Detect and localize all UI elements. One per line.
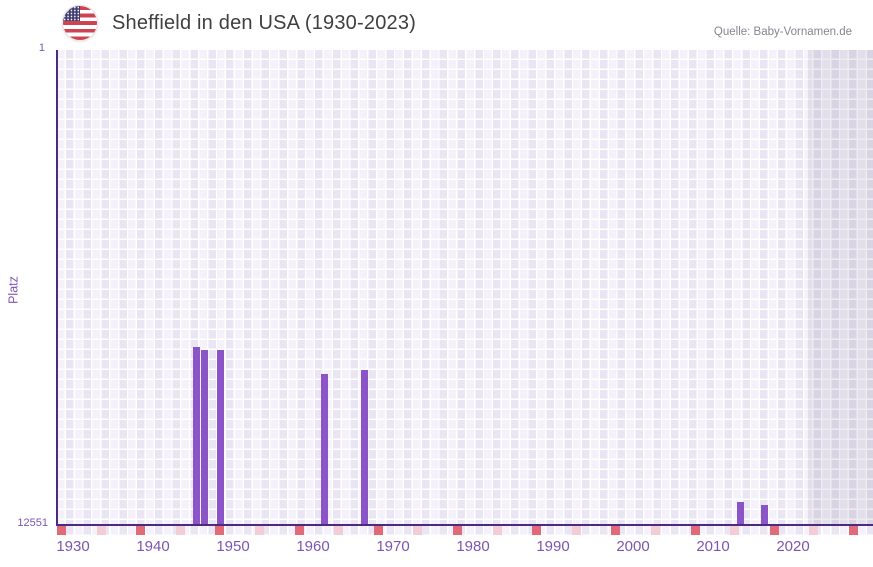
- axis-tick-mark: [571, 525, 581, 535]
- x-axis-line: [55, 523, 873, 526]
- axis-tick-mark: [175, 525, 185, 535]
- rank-bar-1945: [192, 347, 200, 525]
- future-no-data-band: [808, 50, 873, 524]
- x-axis-tick-label: 1940: [136, 538, 170, 555]
- us-flag-icon: [63, 6, 97, 40]
- axis-tick-mark: [413, 525, 423, 535]
- x-axis-tick-label: 2020: [776, 538, 810, 555]
- x-axis-tick-label: 1970: [376, 538, 410, 555]
- x-axis-tick-label: 1950: [216, 538, 250, 555]
- rank-bar-2013: [736, 501, 744, 525]
- axis-tick-mark: [96, 525, 106, 535]
- axis-tick-mark: [492, 525, 502, 535]
- axis-tick-mark: [769, 525, 779, 535]
- rank-bar-1966: [360, 370, 368, 525]
- x-axis-tick-label: 1990: [536, 538, 570, 555]
- x-axis-tick-label: 2000: [616, 538, 650, 555]
- rank-bar-1946: [200, 350, 208, 525]
- axis-tick-mark: [651, 525, 660, 535]
- source-attribution: Quelle: Baby-Vornamen.de: [713, 26, 852, 38]
- axis-tick-mark: [215, 525, 225, 535]
- x-axis-tick-label: 2010: [696, 538, 730, 555]
- rank-bar-1948: [216, 350, 224, 525]
- axis-tick-mark: [334, 525, 344, 535]
- y-axis-line: [55, 50, 58, 526]
- axis-tick-mark: [255, 525, 264, 535]
- y-axis-title: Platz: [6, 276, 21, 304]
- x-axis-tick-label: 1930: [56, 538, 90, 555]
- x-axis-bottom-strip: [57, 525, 873, 535]
- axis-tick-mark: [611, 525, 621, 535]
- x-axis-tick-label: 1980: [456, 538, 490, 555]
- axis-tick-mark: [294, 525, 304, 535]
- y-axis-max-label: 1: [38, 42, 45, 54]
- axis-tick-mark: [57, 525, 66, 535]
- axis-tick-mark: [730, 525, 740, 535]
- axis-tick-mark: [453, 525, 462, 535]
- x-axis-tick-label: 1960: [296, 538, 330, 555]
- axis-tick-mark: [849, 525, 858, 535]
- axis-tick-mark: [532, 525, 542, 535]
- page-title: Sheffield in den USA (1930-2023): [112, 12, 417, 34]
- us-flag-canton: [63, 6, 80, 21]
- y-axis-min-label: 12551: [17, 517, 48, 529]
- axis-tick-mark: [809, 525, 819, 535]
- axis-tick-mark: [136, 525, 146, 535]
- rank-bar-1961: [320, 374, 328, 525]
- axis-tick-mark: [373, 525, 383, 535]
- axis-tick-mark: [690, 525, 700, 535]
- plot-area: [57, 50, 873, 524]
- rank-bar-2016: [760, 505, 768, 525]
